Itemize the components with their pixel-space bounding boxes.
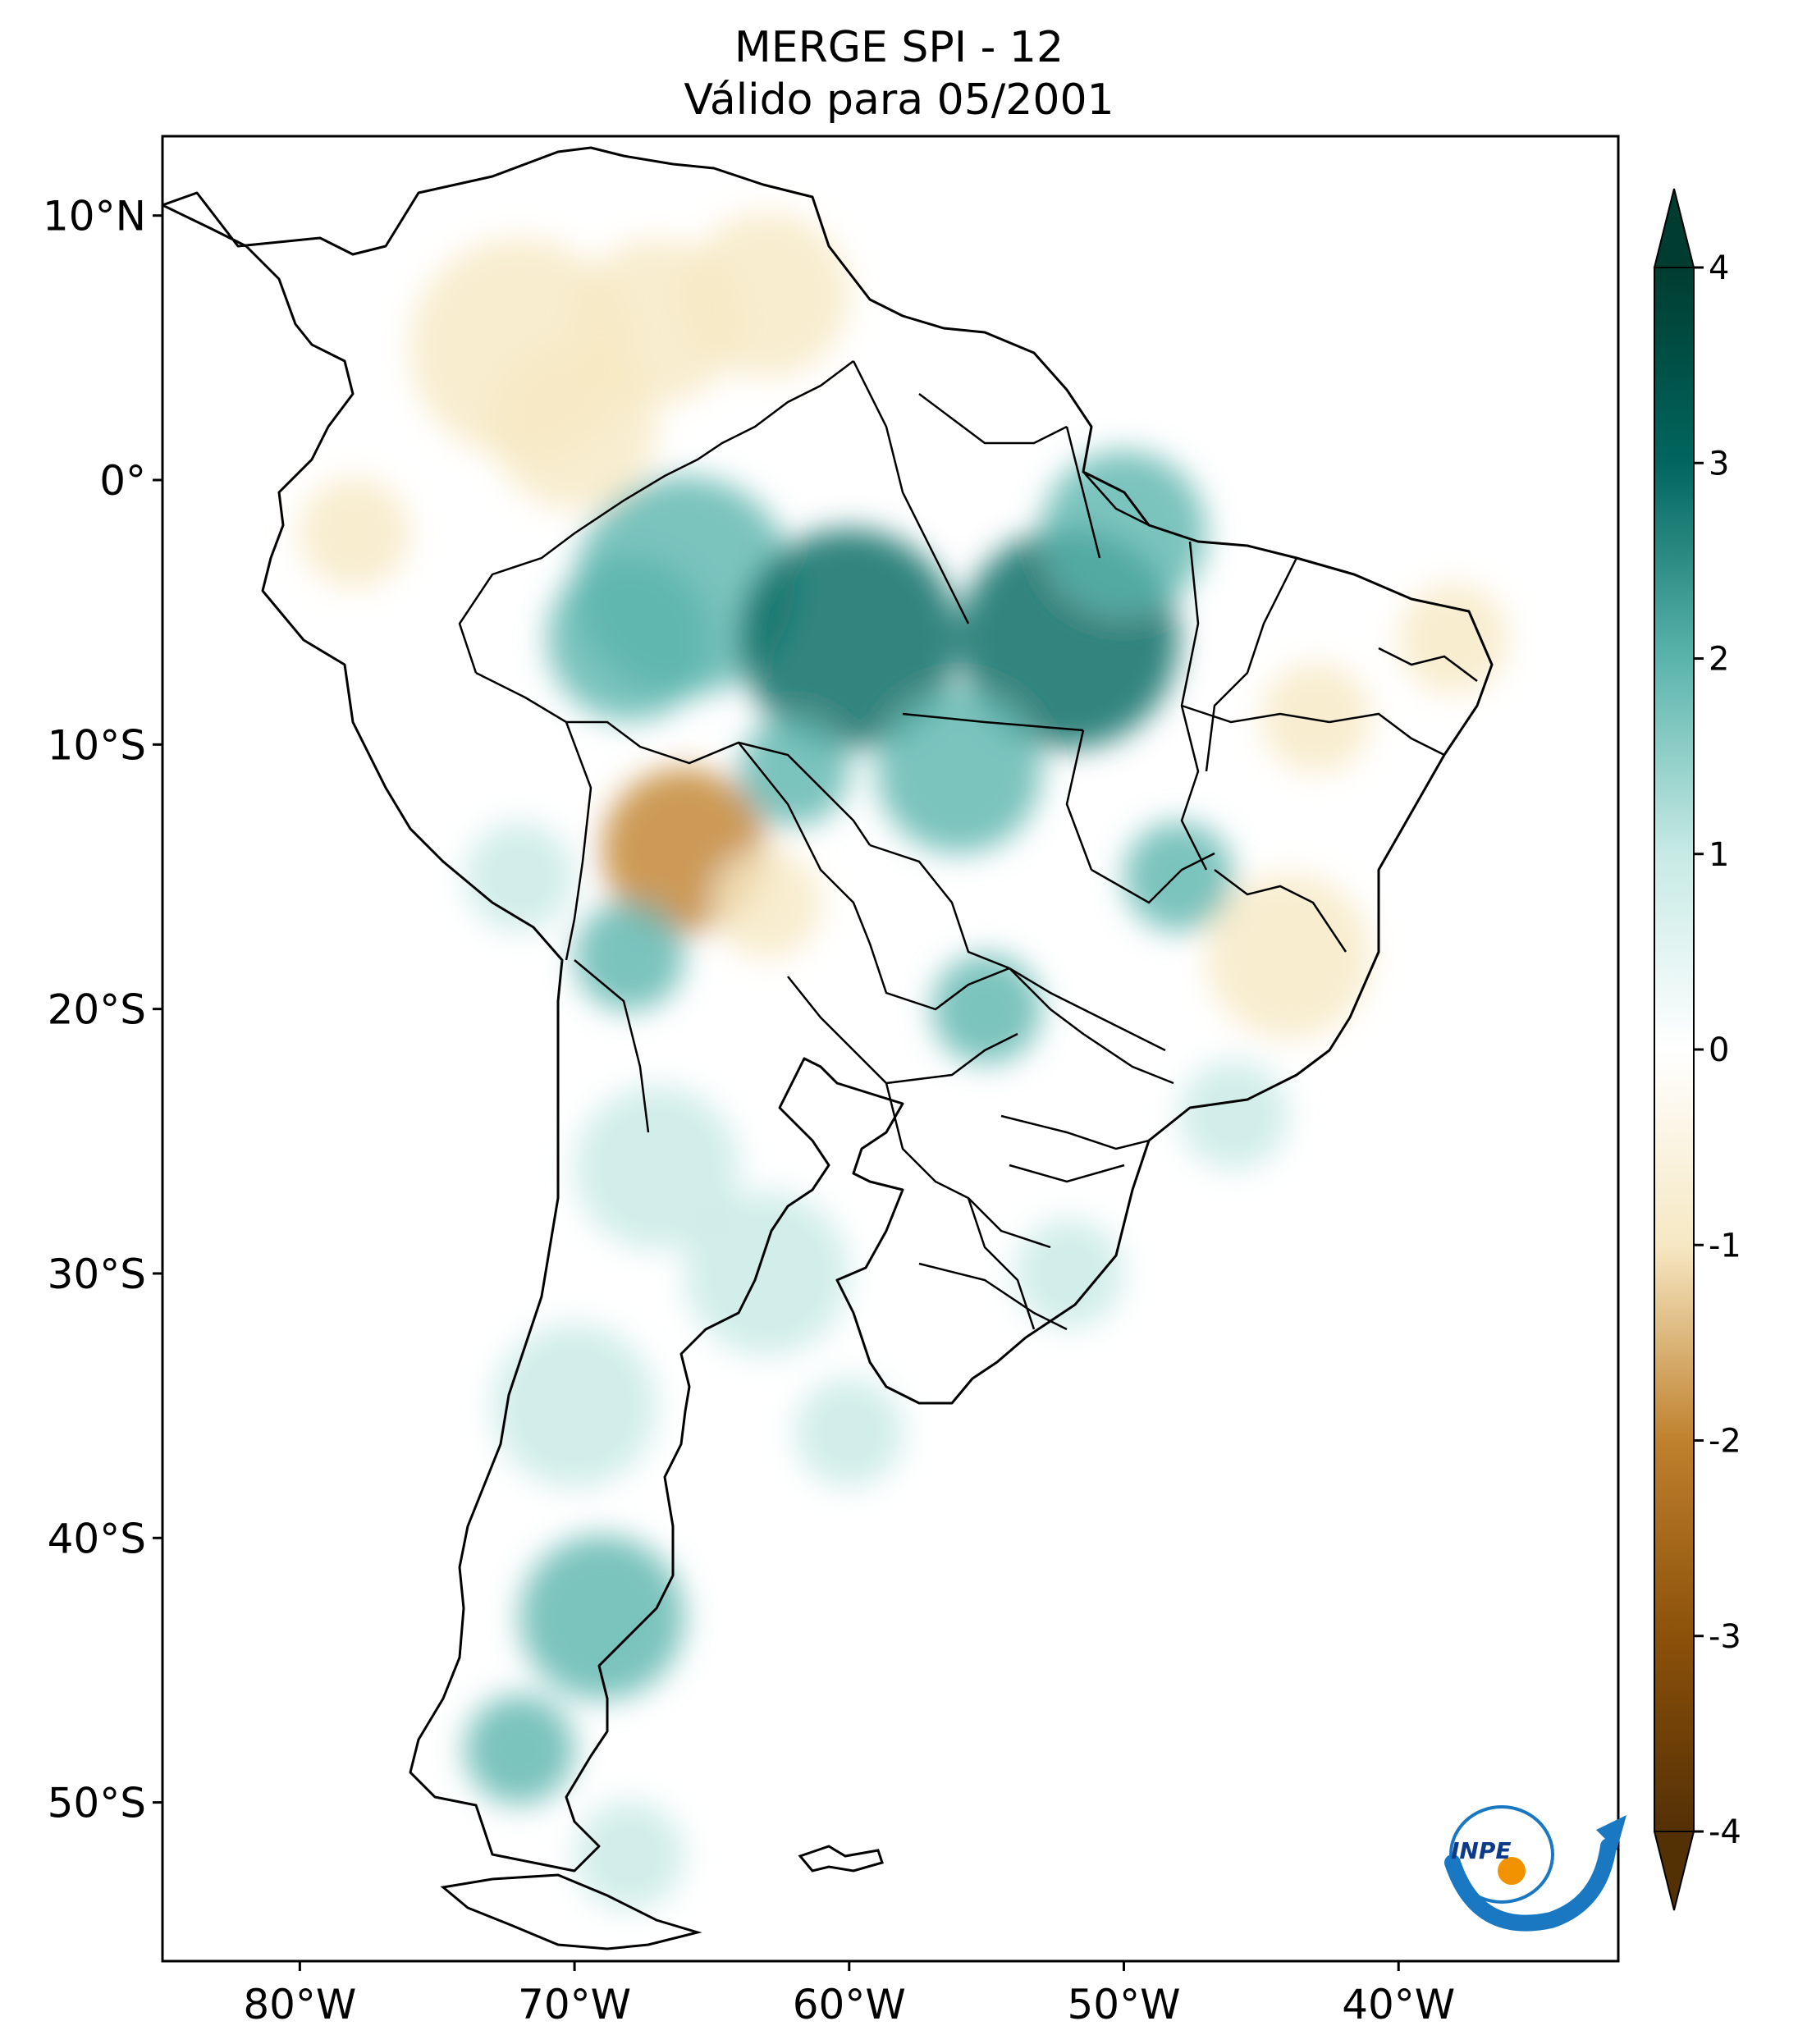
- y-tick-label: 20°S: [48, 986, 146, 1034]
- colorbar-tick-label: 1: [1709, 836, 1729, 874]
- spi-field-patch: [1013, 1219, 1124, 1328]
- spi-field-patch: [739, 716, 849, 826]
- x-tick-label: 60°W: [793, 1981, 906, 2028]
- spi-field-patch: [931, 953, 1042, 1064]
- spi-field-patch: [574, 1800, 684, 1911]
- map-subtitle: Válido para 05/2001: [684, 75, 1114, 125]
- spi-field-patch: [1398, 583, 1509, 694]
- spi-field-patch: [684, 1191, 849, 1356]
- y-tick-label: 10°S: [48, 721, 146, 769]
- spi-field-patch: [300, 478, 410, 588]
- spi-field-patch: [1260, 663, 1371, 774]
- y-tick-label: 10°N: [43, 193, 146, 240]
- spi-field-patch: [574, 901, 684, 1012]
- spi-field-patch: [1178, 1059, 1289, 1170]
- spi-field-patch: [547, 556, 712, 721]
- spi-field-patch: [876, 688, 1042, 853]
- x-tick-label: 80°W: [243, 1981, 356, 2028]
- inpe-logo-text: INPE: [1451, 1837, 1512, 1864]
- colorbar-top-extension: [1653, 188, 1695, 268]
- colorbar-tick-label: 3: [1709, 445, 1729, 482]
- spi-field-patch: [684, 212, 849, 377]
- inpe-logo-dot-icon: [1498, 1857, 1526, 1885]
- colorbar-tick-label: -1: [1709, 1227, 1741, 1264]
- map-area: [162, 136, 1618, 1961]
- colorbar: 4 3 2 1 0 -1 -2 -3 -4: [1653, 188, 1741, 1911]
- spi-field-patch: [739, 528, 959, 749]
- y-tick-label: 0°: [99, 457, 146, 505]
- spi-field-patch: [1041, 450, 1206, 615]
- falkland-islands-outline: [798, 1845, 884, 1873]
- spi-field-patch: [464, 1694, 575, 1805]
- y-tick-label: 50°S: [48, 1780, 146, 1827]
- colorbar-tick-label: -2: [1709, 1423, 1741, 1461]
- spi-field-patch: [574, 1085, 739, 1251]
- spi-field-patch: [794, 1377, 904, 1488]
- map-title: MERGE SPI - 12: [734, 23, 1064, 72]
- spi-field-patch: [711, 848, 822, 958]
- colorbar-tick-label: 4: [1709, 249, 1729, 287]
- colorbar-tick-label: 0: [1709, 1031, 1729, 1069]
- colorbar-tick-label: -4: [1709, 1813, 1741, 1851]
- spi-field-patch: [492, 345, 657, 510]
- inpe-logo: INPE: [1444, 1805, 1626, 1932]
- x-tick-label: 70°W: [518, 1981, 631, 2028]
- spi-field-patch: [1123, 821, 1234, 932]
- x-tick-label: 40°W: [1342, 1981, 1455, 2028]
- colorbar-tick-label: -3: [1709, 1618, 1741, 1656]
- continent-outline: [162, 146, 1494, 1873]
- y-tick-label: 40°S: [48, 1515, 146, 1562]
- spi-field-patch: [1206, 873, 1371, 1039]
- x-tick-label: 50°W: [1067, 1981, 1180, 2028]
- map-frame: [161, 135, 1620, 1963]
- spi-field-patch: [492, 1323, 657, 1488]
- colorbar-tick-label: 2: [1709, 641, 1729, 679]
- colorbar-ticks: 4 3 2 1 0 -1 -2 -3 -4: [1694, 249, 1741, 1851]
- spi-field-patch: [519, 1534, 684, 1700]
- spi-field-patch: [464, 821, 575, 932]
- axis-ticks: 80°W 70°W 60°W 50°W 40°W 10°N 0° 10°S 20°S 30°S 40…: [43, 193, 1455, 2028]
- country-borders: [458, 360, 1478, 1331]
- colorbar-bottom-extension: [1653, 1831, 1695, 1911]
- y-tick-label: 30°S: [48, 1251, 146, 1298]
- colorbar-body: [1654, 267, 1695, 1832]
- tierra-del-fuego-outline: [440, 1873, 702, 1950]
